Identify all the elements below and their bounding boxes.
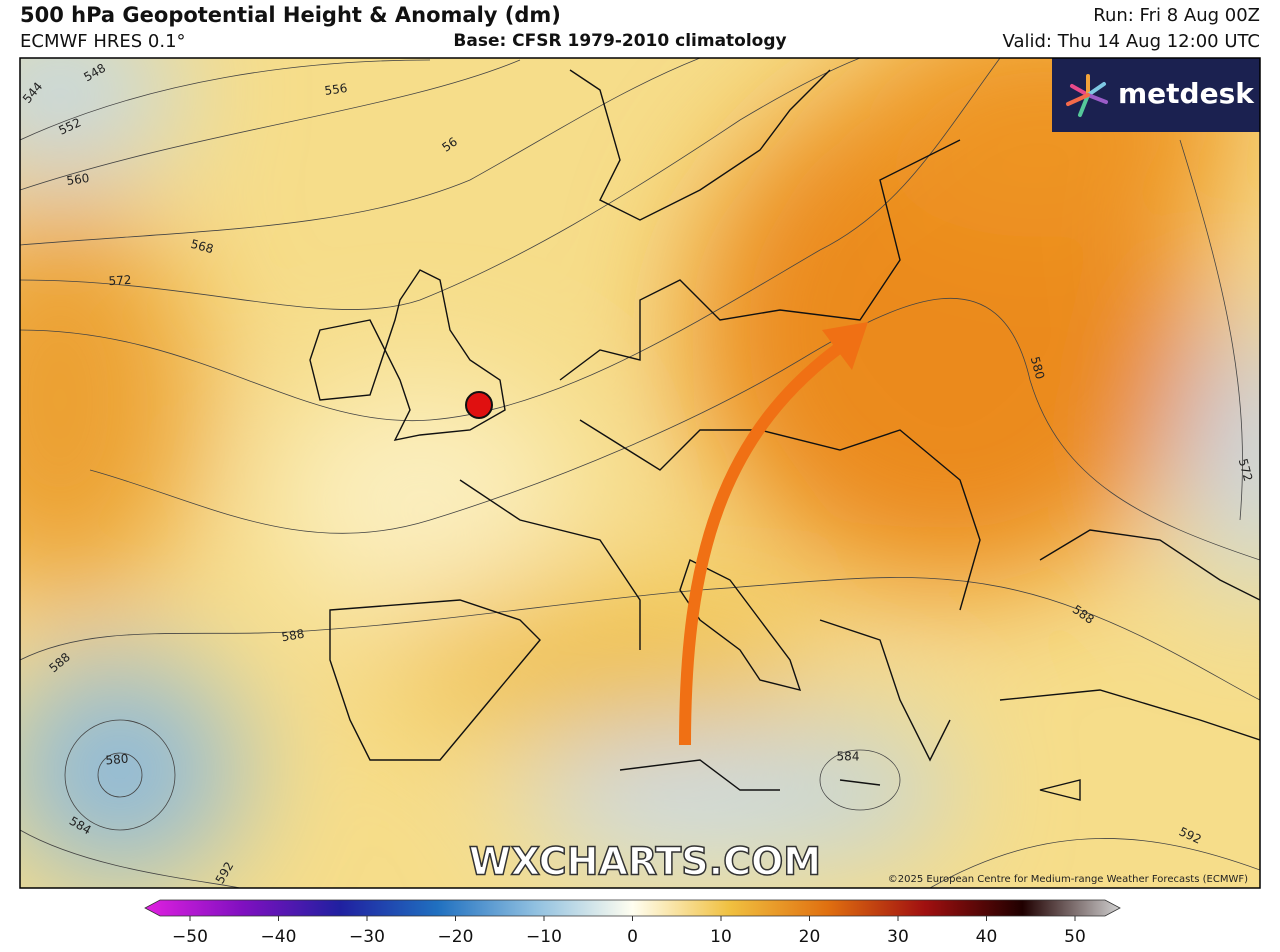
colorbar-tick-label: 30 <box>887 927 909 947</box>
colorbar <box>144 899 1121 917</box>
location-marker <box>465 391 493 419</box>
map: 5485445525565656056857258057258858858858… <box>20 58 1260 888</box>
contour-label: 580 <box>105 752 129 768</box>
contour-label: 560 <box>66 171 91 188</box>
title: 500 hPa Geopotential Height & Anomaly (d… <box>20 3 561 27</box>
contour-label: 572 <box>1236 457 1255 483</box>
colorbar-tick-label: −50 <box>172 927 208 947</box>
watermark: WXCHARTS.COM <box>469 840 821 884</box>
run: Run: Fri 8 Aug 00Z <box>1093 5 1260 26</box>
colorbar-tick-label: 0 <box>627 927 638 947</box>
colorbar-tick-label: 10 <box>710 927 732 947</box>
base: Base: CFSR 1979-2010 climatology <box>453 31 786 51</box>
colorbar-tick-label: 20 <box>799 927 821 947</box>
logo: metdesk <box>1118 77 1255 110</box>
contour-label: 584 <box>837 750 860 764</box>
colorbar-tick-label: −10 <box>526 927 562 947</box>
colorbar-tick-label: 40 <box>976 927 998 947</box>
colorbar-tick-label: −20 <box>438 927 474 947</box>
copyright: ©2025 European Centre for Medium-range W… <box>888 874 1248 885</box>
colorbar-tick-label: −30 <box>349 927 385 947</box>
model: ECMWF HRES 0.1° <box>20 31 186 52</box>
colorbar-tick-label: −40 <box>261 927 297 947</box>
valid: Valid: Thu 14 Aug 12:00 UTC <box>1003 31 1260 52</box>
contour-label: 588 <box>280 627 305 645</box>
contour-label: 580 <box>1028 355 1047 381</box>
colorbar-tick-label: 50 <box>1064 927 1086 947</box>
contour-label: 568 <box>189 237 215 256</box>
contour-label: 556 <box>324 81 349 98</box>
contour-label: 572 <box>108 273 132 288</box>
